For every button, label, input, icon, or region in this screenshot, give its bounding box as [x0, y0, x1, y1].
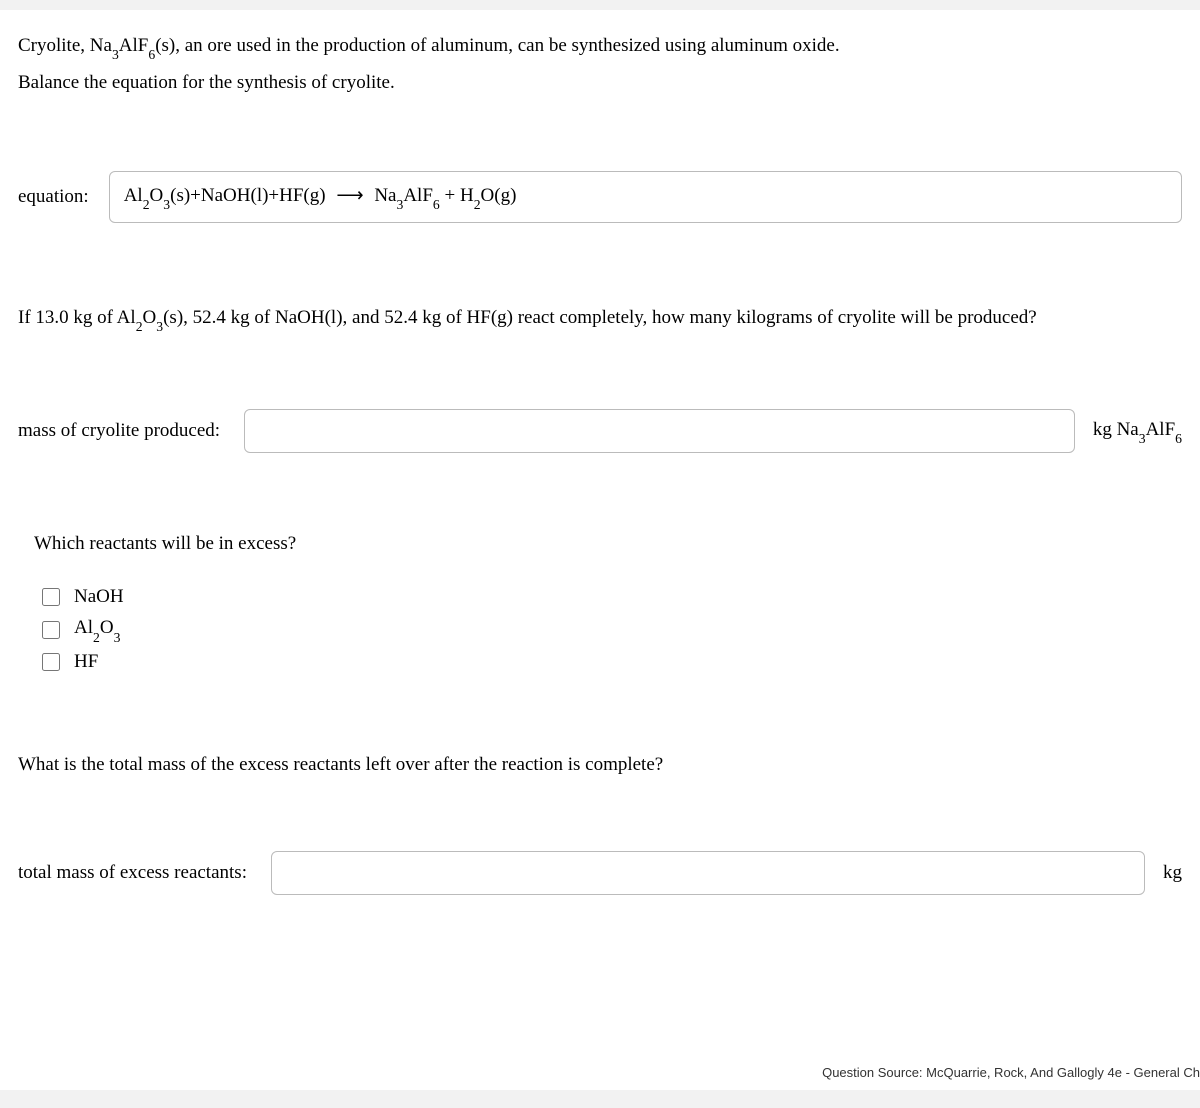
- q2-part1: If 13.0 kg of Al: [18, 307, 136, 328]
- checkbox-hf[interactable]: [42, 653, 60, 671]
- sub-3: 3: [163, 197, 170, 212]
- eq-rhs-na: Na: [374, 185, 396, 206]
- eq-rhs-plus-h: + H: [440, 185, 474, 206]
- sub-6: 6: [148, 47, 155, 62]
- intro-line2: Balance the equation for the synthesis o…: [18, 72, 395, 93]
- checkbox-row-al2o3[interactable]: Al2O3: [38, 617, 1182, 642]
- eq-lhs-rest: (s)+NaOH(l)+HF(g): [170, 185, 325, 206]
- sub-3: 3: [1139, 431, 1146, 446]
- q2-part2: O: [143, 307, 157, 328]
- question-source: Question Source: McQuarrie, Rock, And Ga…: [822, 1065, 1200, 1080]
- total-unit: kg: [1163, 862, 1182, 884]
- eq-lhs-al: Al: [124, 185, 143, 206]
- intro-text: Cryolite, Na3AlF6(s), an ore used in the…: [18, 28, 1182, 101]
- question-2-text: If 13.0 kg of Al2O3(s), 52.4 kg of NaOH(…: [18, 303, 1182, 335]
- question-4-text: What is the total mass of the excess rea…: [18, 754, 1182, 776]
- checkbox-label-al2o3: Al2O3: [74, 617, 120, 642]
- equation-row: equation: Al2O3(s)+NaOH(l)+HF(g) ⟶ Na3Al…: [18, 171, 1182, 223]
- sub-2: 2: [474, 197, 481, 212]
- mass-answer-row: mass of cryolite produced: kg Na3AlF6: [18, 409, 1182, 453]
- unit-alf: AlF: [1146, 419, 1176, 440]
- mass-input[interactable]: [244, 409, 1075, 453]
- intro-line1-c: (s), an ore used in the production of al…: [155, 35, 839, 56]
- mass-unit: kg Na3AlF6: [1093, 419, 1182, 444]
- q2-part3: (s), 52.4 kg of NaOH(l), and 52.4 kg of …: [163, 307, 1037, 328]
- sub-6: 6: [1175, 431, 1182, 446]
- sub-6: 6: [433, 197, 440, 212]
- mass-label: mass of cryolite produced:: [18, 420, 220, 442]
- checkbox-naoh[interactable]: [42, 588, 60, 606]
- sub-3: 3: [396, 197, 403, 212]
- intro-line1-a: Cryolite, Na: [18, 35, 112, 56]
- total-input[interactable]: [271, 851, 1145, 895]
- checkbox-row-hf[interactable]: HF: [38, 650, 1182, 674]
- equation-input[interactable]: Al2O3(s)+NaOH(l)+HF(g) ⟶ Na3AlF6 + H2O(g…: [109, 171, 1182, 223]
- question-page: Cryolite, Na3AlF6(s), an ore used in the…: [0, 10, 1200, 1090]
- total-answer-row: total mass of excess reactants: kg: [18, 851, 1182, 895]
- sub-3: 3: [112, 47, 119, 62]
- checkbox-al2o3[interactable]: [42, 621, 60, 639]
- question-3-text: Which reactants will be in excess?: [34, 533, 1182, 555]
- eq-rhs-og: O(g): [481, 185, 517, 206]
- intro-line1-b: AlF: [119, 35, 149, 56]
- eq-rhs-alf: AlF: [403, 185, 433, 206]
- reactant-checkbox-list: NaOH Al2O3 HF: [38, 585, 1182, 674]
- sub-2: 2: [143, 197, 150, 212]
- eq-lhs-o: O: [150, 185, 164, 206]
- checkbox-label-naoh: NaOH: [74, 586, 124, 608]
- checkbox-row-naoh[interactable]: NaOH: [38, 585, 1182, 609]
- reaction-arrow-icon: ⟶: [336, 185, 363, 206]
- equation-label: equation:: [18, 186, 89, 208]
- unit-kg-na: kg Na: [1093, 419, 1139, 440]
- checkbox-label-hf: HF: [74, 651, 98, 673]
- total-label: total mass of excess reactants:: [18, 862, 247, 884]
- sub-2: 2: [136, 319, 143, 334]
- sub-3: 3: [156, 319, 163, 334]
